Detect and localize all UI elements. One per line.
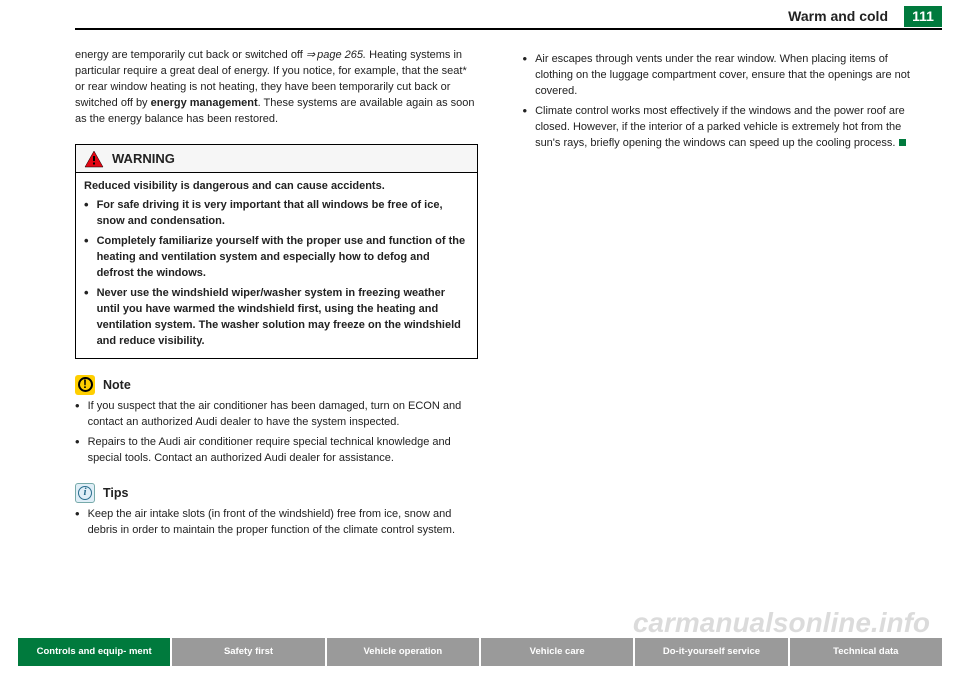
right-b1-text: Air escapes through vents under the rear…	[535, 52, 925, 100]
warning-b1-text: For safe driving it is very important th…	[97, 198, 469, 230]
warning-b3-text: Never use the windshield wiper/washer sy…	[97, 286, 469, 350]
tab-safety[interactable]: Safety first	[170, 638, 324, 666]
left-column: energy are temporarily cut back or switc…	[75, 48, 478, 539]
page-number: 111	[904, 6, 942, 27]
bullet-mark: •	[75, 435, 80, 467]
content: energy are temporarily cut back or switc…	[0, 30, 960, 539]
tab-technical-data[interactable]: Technical data	[788, 638, 942, 666]
note-bullet-2: •Repairs to the Audi air conditioner req…	[75, 435, 478, 467]
warning-header: WARNING	[76, 145, 477, 173]
note-b1-text: If you suspect that the air conditioner …	[88, 399, 478, 431]
warning-title: WARNING	[112, 150, 175, 169]
note-b2-text: Repairs to the Audi air conditioner requ…	[88, 435, 478, 467]
watermark: carmanualsonline.info	[633, 607, 930, 639]
footer-tabs: Controls and equip- ment Safety first Ve…	[18, 638, 942, 666]
page-header: Warm and cold 111	[75, 4, 942, 30]
bullet-mark: •	[523, 52, 528, 100]
tips-icon: i	[75, 483, 95, 503]
note-header: ! Note	[75, 375, 478, 395]
tips-title: Tips	[103, 484, 128, 502]
note-title: Note	[103, 376, 131, 394]
note-bullet-1: •If you suspect that the air conditioner…	[75, 399, 478, 431]
tab-vehicle-care[interactable]: Vehicle care	[479, 638, 633, 666]
tips-b1-text: Keep the air intake slots (in front of t…	[88, 507, 478, 539]
note-icon: !	[75, 375, 95, 395]
warning-bullet-2: •Completely familiarize yourself with th…	[84, 234, 469, 282]
chapter-title: Warm and cold	[788, 8, 900, 24]
bullet-mark: •	[75, 507, 80, 539]
warning-lead: Reduced visibility is dangerous and can …	[84, 179, 469, 195]
tab-vehicle-operation[interactable]: Vehicle operation	[325, 638, 479, 666]
right-column: •Air escapes through vents under the rea…	[523, 48, 926, 539]
warning-box: WARNING Reduced visibility is dangerous …	[75, 144, 478, 359]
intro-paragraph: energy are temporarily cut back or switc…	[75, 48, 478, 128]
warning-body: Reduced visibility is dangerous and can …	[76, 173, 477, 358]
tips-header: i Tips	[75, 483, 478, 503]
warning-b2-text: Completely familiarize yourself with the…	[97, 234, 469, 282]
tips-bullet-1: •Keep the air intake slots (in front of …	[75, 507, 478, 539]
right-bullet-2: •Climate control works most effectively …	[523, 104, 926, 152]
page-reference: page 265.	[306, 49, 366, 61]
bullet-mark: •	[84, 198, 89, 230]
end-of-section-icon	[899, 139, 906, 146]
warning-bullet-3: •Never use the windshield wiper/washer s…	[84, 286, 469, 350]
tab-diy-service[interactable]: Do-it-yourself service	[633, 638, 787, 666]
right-b2-text: Climate control works most effectively i…	[535, 105, 905, 149]
bullet-mark: •	[523, 104, 528, 152]
right-bullet-1: •Air escapes through vents under the rea…	[523, 52, 926, 100]
bullet-mark: •	[84, 234, 89, 282]
bullet-mark: •	[84, 286, 89, 350]
intro-text-1: energy are temporarily cut back or switc…	[75, 49, 306, 61]
warning-bullet-1: •For safe driving it is very important t…	[84, 198, 469, 230]
warning-triangle-icon	[84, 150, 104, 168]
intro-bold: energy management	[151, 97, 258, 109]
bullet-mark: •	[75, 399, 80, 431]
tab-controls[interactable]: Controls and equip- ment	[18, 638, 170, 666]
